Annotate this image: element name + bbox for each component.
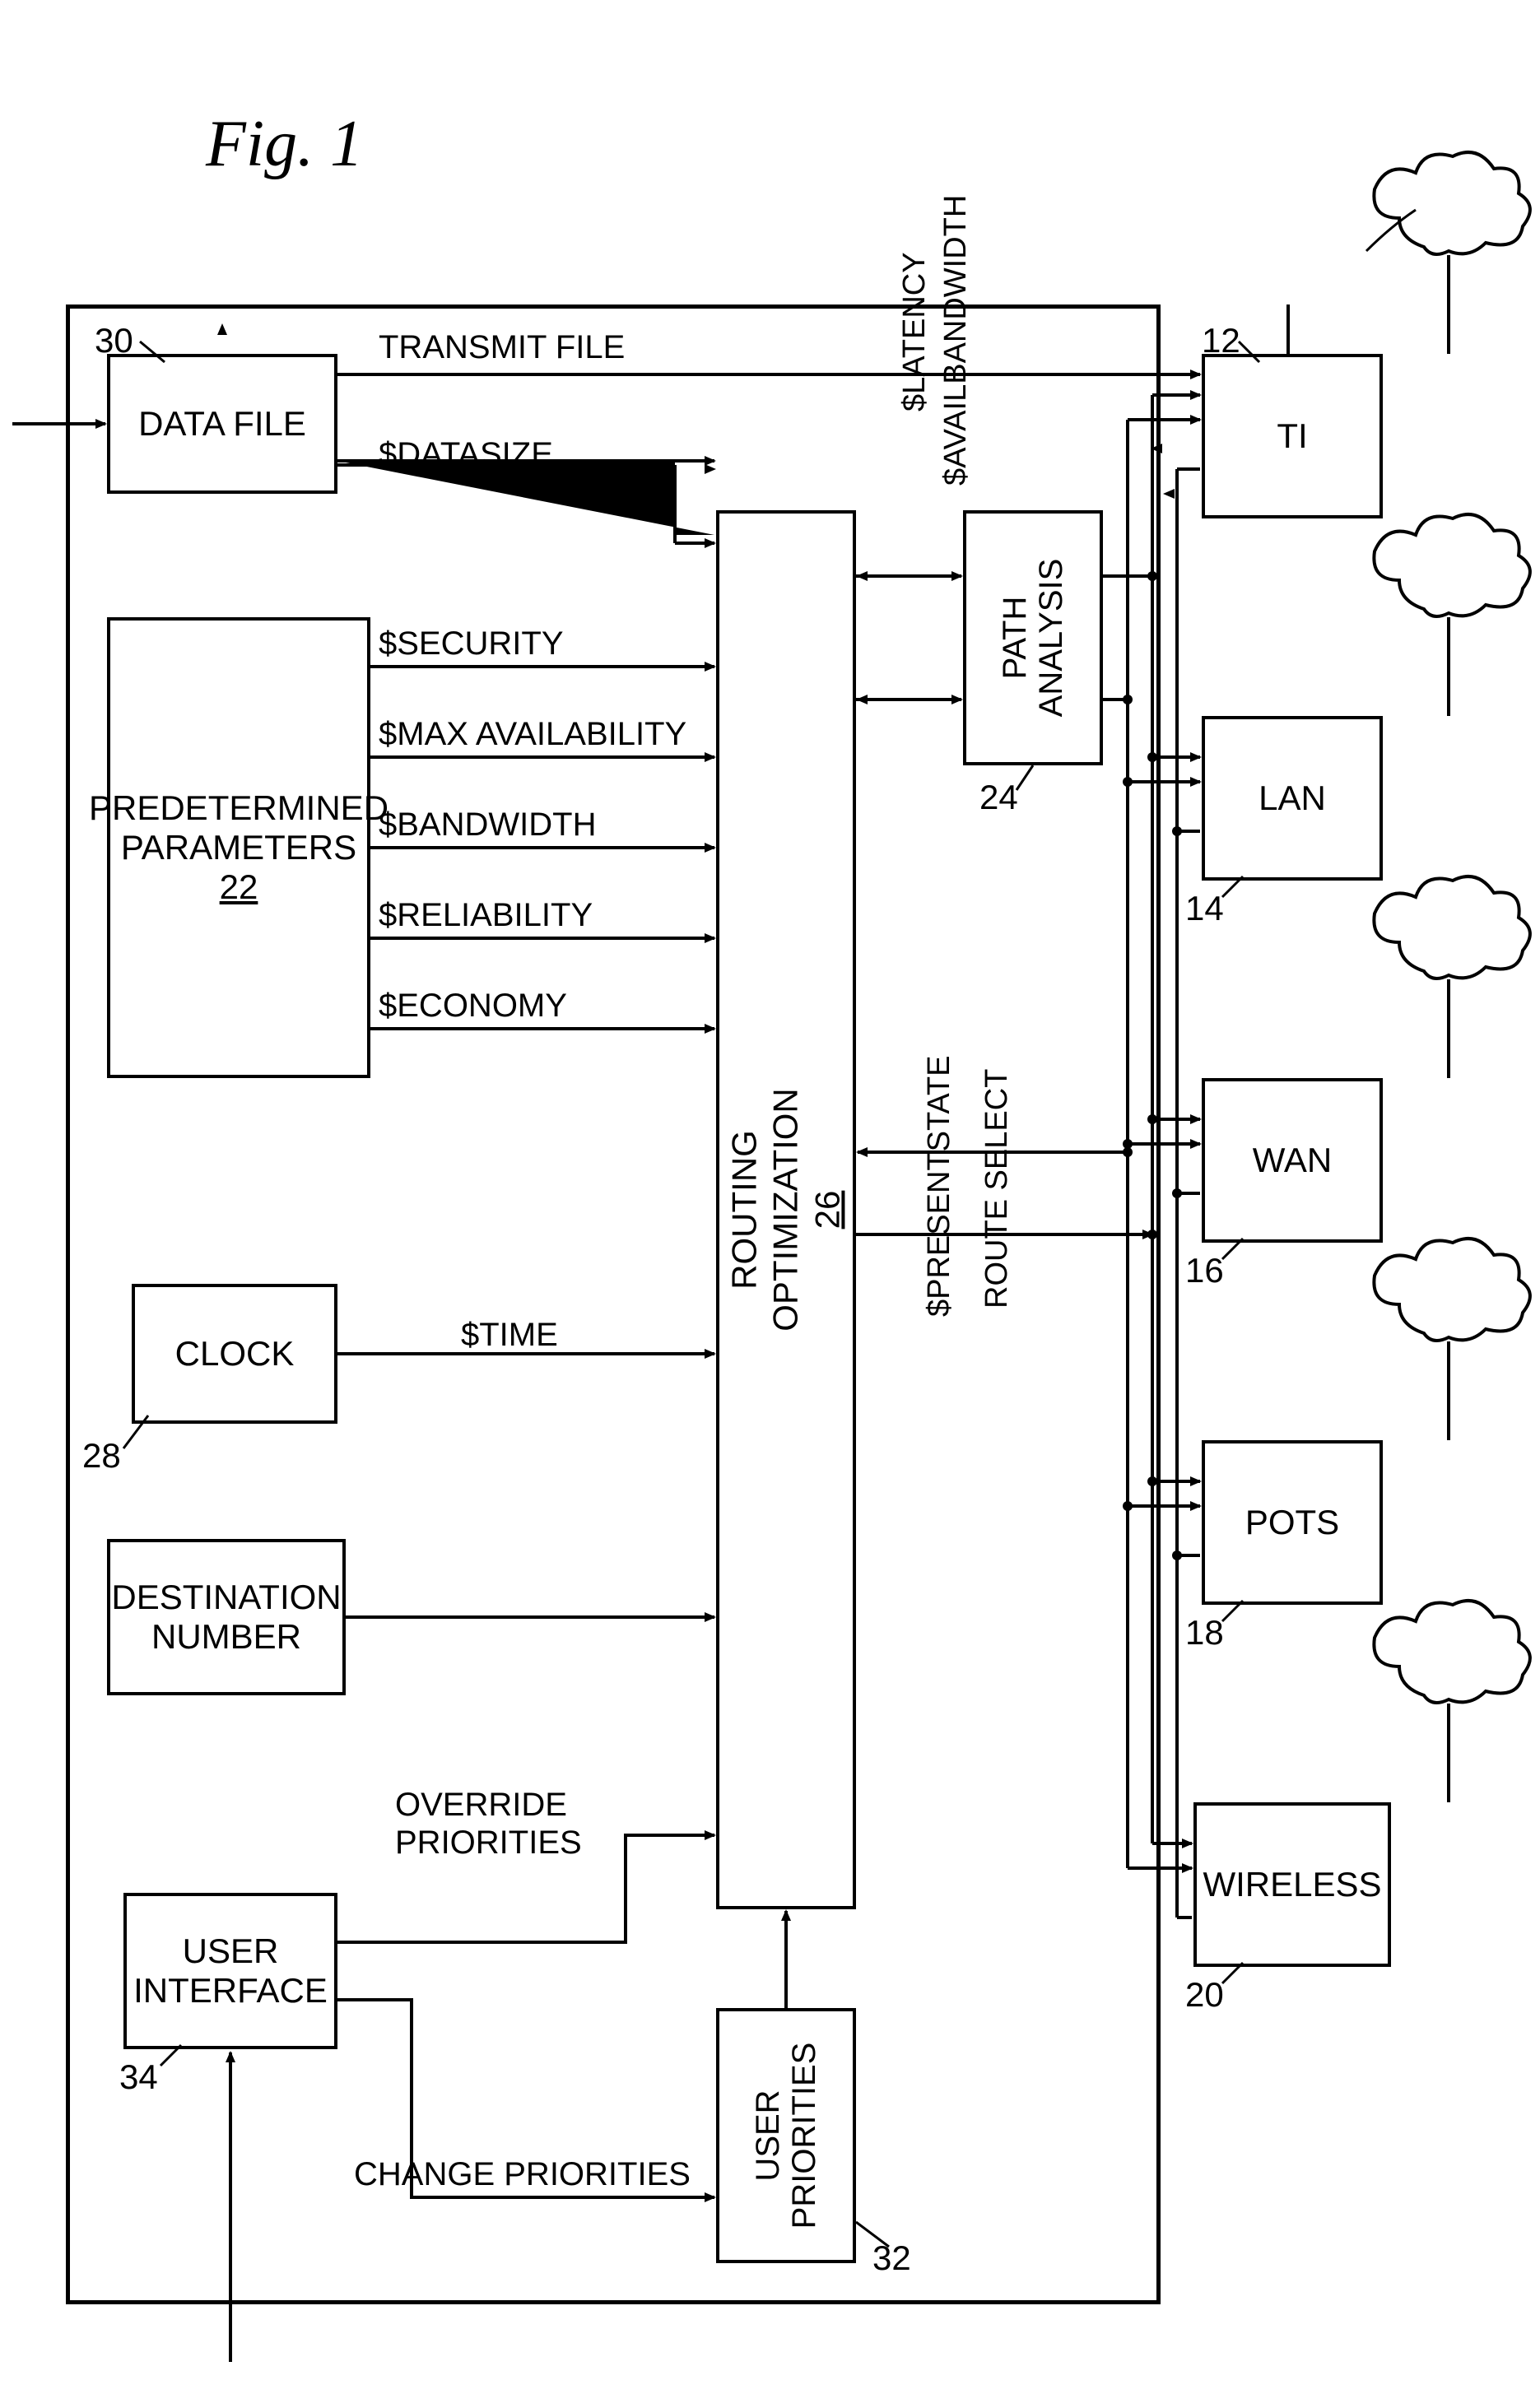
lbl-time: $TIME — [461, 1317, 558, 1354]
figure-ref-10: 10 — [1416, 181, 1463, 230]
lbl-economy: $ECONOMY — [379, 988, 567, 1025]
user-pri-ref: 32 — [872, 2238, 911, 2278]
ti-ref: 12 — [1202, 321, 1240, 360]
lbl-presentstate: $PRESENTSTATE — [922, 1056, 957, 1317]
clock-label: CLOCK — [175, 1334, 295, 1374]
lan-ref: 14 — [1185, 889, 1224, 928]
ui-l2: INTERFACE — [133, 1971, 328, 2011]
data-file-label: DATA FILE — [138, 404, 306, 444]
wan-label: WAN — [1253, 1141, 1332, 1180]
lbl-reliability: $RELIABILITY — [379, 897, 593, 934]
ui-box: USER INTERFACE — [123, 1893, 337, 2049]
ti-label: TI — [1277, 416, 1307, 456]
path-ref: 24 — [979, 778, 1018, 817]
clouds — [1374, 152, 1530, 1703]
clock-box: CLOCK — [132, 1284, 337, 1424]
user-pri-text: USER PRIORITIES — [750, 2043, 822, 2229]
lbl-datasize: $DATASIZE — [379, 436, 553, 473]
lbl-bandwidth: $BANDWIDTH — [379, 807, 596, 844]
lbl-transmit: TRANSMIT FILE — [379, 329, 625, 366]
lbl-security: $SECURITY — [379, 625, 564, 662]
diagram-canvas: Fig. 1 10 DATA FILE 30 PREDETERMINED PAR… — [0, 0, 1540, 2408]
ti-box: TI — [1202, 354, 1383, 518]
wireless-ref: 20 — [1185, 1975, 1224, 2015]
clock-ref: 28 — [82, 1436, 121, 1476]
ui-l1: USER — [183, 1932, 279, 1971]
lbl-latency: $LATENCY — [897, 252, 933, 411]
lbl-override: OVERRIDE PRIORITIES — [395, 1786, 582, 1862]
dest-l2: NUMBER — [151, 1617, 301, 1657]
lan-box: LAN — [1202, 716, 1383, 881]
params-l1: PREDETERMINED — [89, 788, 388, 828]
routing-text: ROUTING OPTIMIZATION 26 — [723, 1088, 848, 1332]
dest-box: DESTINATION NUMBER — [107, 1539, 346, 1695]
wireless-box: WIRELESS — [1193, 1802, 1391, 1967]
pots-label: POTS — [1245, 1503, 1339, 1542]
wan-box: WAN — [1202, 1078, 1383, 1243]
wireless-label: WIRELESS — [1203, 1865, 1381, 1904]
pots-ref: 18 — [1185, 1613, 1224, 1653]
pots-box: POTS — [1202, 1440, 1383, 1605]
lbl-maxavail: $MAX AVAILABILITY — [379, 716, 686, 753]
path-text: PATH ANALYSIS — [997, 559, 1069, 718]
wan-ref: 16 — [1185, 1251, 1224, 1290]
lan-label: LAN — [1259, 779, 1326, 818]
ui-ref: 34 — [119, 2057, 158, 2097]
params-box: PREDETERMINED PARAMETERS 22 — [107, 617, 370, 1078]
data-file-box: DATA FILE — [107, 354, 337, 494]
data-file-ref: 30 — [95, 321, 133, 360]
lbl-availbw: $AVAILBANDWIDTH — [938, 195, 974, 486]
lbl-change: CHANGE PRIORITIES — [354, 2156, 691, 2193]
lbl-routeselect: ROUTE SELECT — [979, 1069, 1015, 1309]
dest-l1: DESTINATION — [111, 1578, 341, 1617]
params-num: 22 — [220, 867, 258, 907]
params-l2: PARAMETERS — [121, 828, 356, 867]
figure-title: Fig. 1 — [206, 107, 363, 182]
